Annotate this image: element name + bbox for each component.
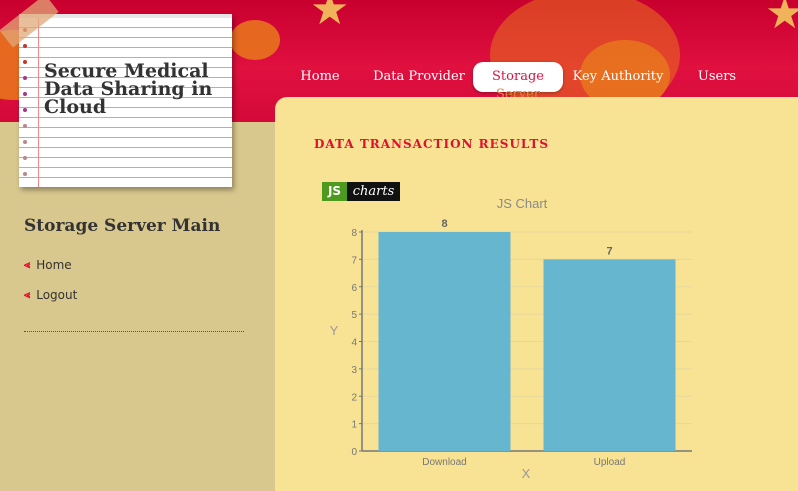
nav-item-users[interactable]: Users	[697, 69, 737, 84]
sidebar-heading: Storage Server Main	[24, 216, 221, 236]
notepad-hole	[23, 172, 27, 176]
bar-value-label: 7	[606, 245, 612, 257]
arrow-icon: ⪡	[24, 258, 31, 271]
y-axis-label: Y	[330, 323, 339, 338]
nav-item-key-authority[interactable]: Key Authority	[572, 69, 664, 84]
content-title: DATA TRANSACTION RESULTS	[314, 137, 549, 151]
star-icon: ★	[765, 0, 798, 39]
y-tick-label: 4	[351, 338, 357, 349]
notepad-hole	[23, 60, 27, 64]
chart-title: JS Chart	[497, 196, 548, 211]
star-icon: ★	[310, 0, 350, 35]
notepad-hole	[23, 92, 27, 96]
y-tick-label: 0	[351, 447, 357, 458]
notepad-hole	[23, 156, 27, 160]
y-tick-label: 8	[351, 228, 357, 239]
notepad-hole	[23, 108, 27, 112]
x-tick-label: Upload	[594, 457, 626, 468]
bar	[543, 259, 676, 451]
y-tick-label: 7	[351, 255, 357, 266]
jscharts-logo: JS charts	[322, 182, 400, 201]
sidebar-divider	[24, 331, 244, 332]
notepad-margin-line	[38, 18, 39, 187]
bar-value-label: 8	[441, 218, 447, 230]
notepad-hole	[23, 44, 27, 48]
site-title: Secure Medical Data Sharing in Cloud	[44, 60, 213, 118]
sidebar-link-label: Logout	[36, 288, 78, 302]
y-tick-label: 3	[351, 365, 357, 376]
sidebar-link-label: Home	[36, 258, 72, 272]
bar	[378, 232, 511, 451]
x-axis-label: X	[522, 466, 531, 481]
sidebar-link-home[interactable]: ⪡ Home	[24, 258, 72, 272]
notepad-hole	[23, 76, 27, 80]
bar-chart: JS Chart 0 1 2 3 4 5 6 7 8 8 Download 7 Upload X Y	[330, 196, 692, 481]
decor-blob	[230, 20, 280, 60]
nav-item-data-provider[interactable]: Data Provider	[373, 69, 465, 84]
y-tick-label: 1	[351, 420, 357, 431]
jscharts-logo-charts: charts	[347, 182, 400, 201]
y-tick-label: 5	[351, 310, 357, 321]
nav-item-home[interactable]: Home	[300, 69, 340, 84]
sidebar-link-logout[interactable]: ⪡ Logout	[24, 288, 77, 302]
nav-item-storage-server[interactable]: Storage	[473, 62, 563, 92]
y-tick-label: 2	[351, 392, 357, 403]
y-tick-label: 6	[351, 283, 357, 294]
notepad-hole	[23, 124, 27, 128]
main-nav: Home Data Provider Storage Key Authority…	[0, 62, 798, 94]
arrow-icon: ⪡	[24, 288, 31, 301]
x-tick-label: Download	[422, 457, 466, 468]
jscharts-logo-js: JS	[322, 182, 347, 201]
notepad-logo	[19, 14, 232, 187]
notepad-hole	[23, 140, 27, 144]
